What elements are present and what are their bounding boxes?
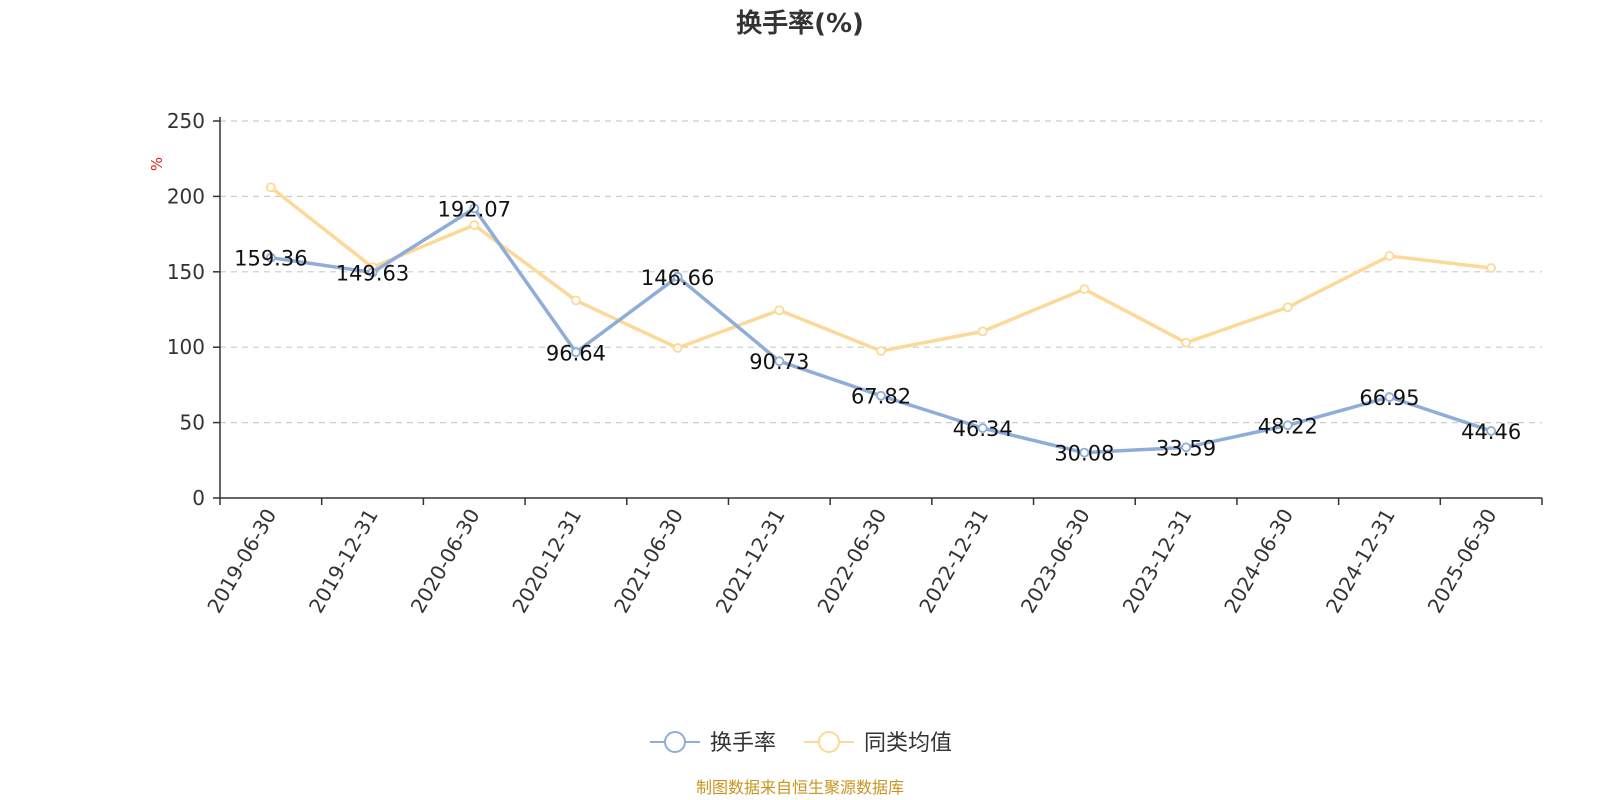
source-note: 制图数据来自恒生聚源数据库 (696, 778, 904, 797)
series-0-point (571, 347, 581, 358)
series-0-point (367, 267, 378, 278)
series-0-point (774, 356, 785, 367)
series-0-point (1486, 426, 1497, 436)
series-1-point (265, 182, 276, 193)
x-tick-label: 2023-12-31 (1118, 505, 1197, 618)
series-0-point (1181, 442, 1191, 453)
y-tick-label: 250 (167, 109, 205, 133)
series-1-point (1079, 284, 1090, 295)
y-tick-label: 50 (180, 411, 205, 435)
x-tick-label: 2020-06-30 (406, 505, 485, 618)
series-1-point (1282, 302, 1293, 313)
data-labels: 159.36 149.63 192.07 96.64 146.66 90.73 67.82 4… (234, 197, 1521, 465)
series-1-point (469, 220, 480, 230)
legend[interactable]: 换手率 同类均值 (650, 731, 952, 756)
gridlines (220, 120, 1542, 424)
data-label: 30.08 (1054, 442, 1114, 466)
legend-marker-0 (664, 731, 686, 753)
series-0-point (469, 203, 480, 214)
axes: 0 50 100 150 200 250 2019-06-30 2019-12-31 2020-… (167, 109, 1543, 618)
x-tick-label: 2025-06-30 (1423, 505, 1502, 618)
series-1-point (774, 305, 785, 316)
series-0-point (672, 271, 683, 282)
series-0-point (1079, 447, 1090, 458)
x-tick-label: 2024-06-30 (1219, 505, 1298, 618)
data-label: 159.36 (234, 247, 307, 271)
x-tick-label: 2021-06-30 (609, 505, 688, 618)
series-lines (265, 182, 1497, 458)
data-label: 46.34 (953, 417, 1013, 441)
y-tick-label: 200 (167, 184, 205, 208)
data-label: 192.07 (437, 197, 510, 221)
x-tick-label: 2019-06-30 (202, 505, 281, 618)
y-axis-unit-label: % (148, 157, 166, 171)
x-tick-label: 2020-12-31 (507, 505, 586, 618)
series-1-point (672, 343, 683, 353)
y-tick-label: 100 (167, 335, 205, 359)
data-label: 44.46 (1461, 420, 1521, 444)
series-0-point (1282, 420, 1293, 431)
data-label: 67.82 (851, 385, 911, 409)
x-tick-label: 2024-12-31 (1321, 505, 1400, 618)
series-1-point (571, 295, 581, 306)
series-0-point (1384, 392, 1395, 402)
series-0-point (265, 252, 276, 263)
data-label: 149.63 (336, 261, 409, 285)
series-0-point (876, 390, 886, 401)
series-1-point (977, 326, 988, 337)
data-label: 33.59 (1156, 436, 1216, 460)
x-tick-label: 2019-12-31 (304, 505, 383, 618)
series-0-point (977, 423, 988, 434)
legend-label-0: 换手率 (710, 731, 776, 756)
legend-marker-1 (818, 731, 840, 753)
data-label: 96.64 (546, 341, 606, 365)
data-label: 146.66 (641, 266, 714, 290)
y-tick-label: 150 (167, 260, 205, 284)
x-tick-label: 2022-12-31 (914, 505, 993, 618)
legend-label-1: 同类均值 (864, 731, 952, 756)
series-1-point (1384, 251, 1395, 261)
x-tick-label: 2023-06-30 (1016, 505, 1095, 618)
chart-title: 换手率(%) (736, 8, 864, 39)
data-label: 66.95 (1359, 386, 1419, 410)
y-tick-label: 0 (192, 486, 205, 510)
data-label: 90.73 (749, 350, 809, 374)
series-1-point (876, 346, 886, 356)
series-1-point (1181, 337, 1191, 348)
series-1-point (1486, 263, 1497, 273)
x-tick-label: 2021-12-31 (711, 505, 790, 618)
data-label: 48.22 (1258, 414, 1318, 438)
x-tick-label: 2022-06-30 (812, 505, 891, 618)
